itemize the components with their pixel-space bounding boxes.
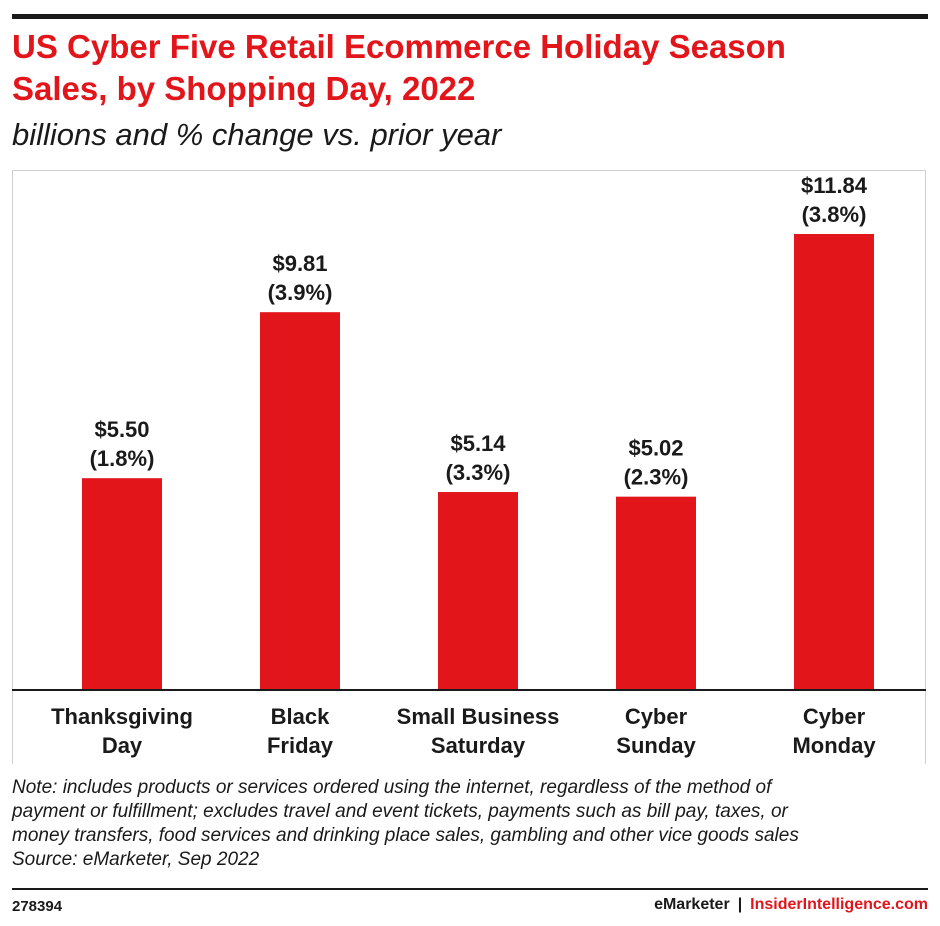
- category-label: Saturday: [431, 733, 526, 758]
- category-label: Friday: [267, 733, 334, 758]
- data-label-change: (1.8%): [90, 446, 155, 471]
- chart-title: US Cyber Five Retail Ecommerce Holiday S…: [12, 26, 928, 110]
- data-label-change: (3.3%): [446, 460, 511, 485]
- brand-separator: |: [737, 896, 743, 913]
- data-label-value: $9.81: [272, 251, 327, 276]
- data-label-value: $5.14: [450, 431, 506, 456]
- footer-rule: [12, 888, 928, 890]
- data-label-change: (2.3%): [624, 465, 689, 490]
- bar: [616, 496, 696, 690]
- brand-emarketer: eMarketer: [654, 896, 730, 913]
- footer-branding: eMarketer | InsiderIntelligence.com: [654, 896, 928, 914]
- category-label: Monday: [792, 733, 876, 758]
- bar: [82, 478, 162, 690]
- chart-title-line-2: Sales, by Shopping Day, 2022: [12, 70, 476, 107]
- category-label: Sunday: [616, 733, 696, 758]
- data-label-change: (3.9%): [268, 280, 333, 305]
- category-label: Cyber: [803, 704, 866, 729]
- bar: [794, 234, 874, 690]
- source-line: Source: eMarketer, Sep 2022: [12, 849, 260, 870]
- chart-subtitle: billions and % change vs. prior year: [12, 117, 502, 152]
- data-label-value: $5.50: [94, 417, 149, 442]
- chart-id: 278394: [12, 898, 63, 915]
- note-line: payment or fulfillment; excludes travel …: [12, 801, 788, 822]
- brand-insider-intelligence[interactable]: InsiderIntelligence.com: [750, 896, 928, 913]
- data-label-value: $11.84: [801, 173, 868, 198]
- chart-title-line-1: US Cyber Five Retail Ecommerce Holiday S…: [12, 28, 786, 65]
- category-label: Black: [271, 704, 330, 729]
- category-label: Day: [102, 733, 143, 758]
- note-line: money transfers, food services and drink…: [12, 825, 799, 846]
- chart-frame: [12, 170, 926, 764]
- data-label-value: $5.02: [628, 436, 683, 461]
- chart-note: Note: includes products or services orde…: [12, 776, 932, 872]
- bar: [260, 312, 340, 690]
- category-label: Thanksgiving: [51, 704, 193, 729]
- top-rule: [12, 14, 928, 19]
- category-label: Small Business: [397, 704, 560, 729]
- bar: [438, 492, 518, 690]
- data-label-change: (3.8%): [802, 202, 867, 227]
- note-line: Note: includes products or services orde…: [12, 777, 772, 798]
- category-label: Cyber: [625, 704, 688, 729]
